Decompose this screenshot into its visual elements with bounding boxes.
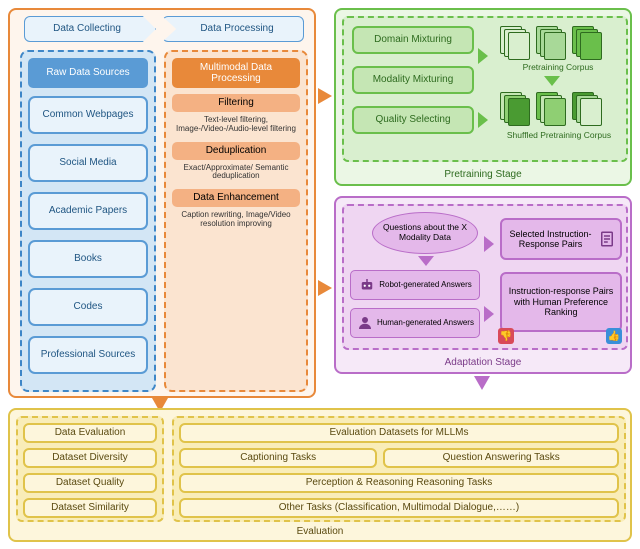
arrow-icon: [484, 236, 494, 252]
source-codes: Codes: [28, 288, 148, 326]
eval-captioning: Captioning Tasks: [179, 448, 377, 468]
quality-selecting: Quality Selecting: [352, 106, 474, 134]
arrow-icon: [544, 76, 560, 86]
raw-sources-header: Raw Data Sources: [28, 58, 148, 88]
eval-perception: Perception & Reasoning Reasoning Tasks: [179, 473, 619, 493]
evaluation-panel: Data Evaluation Dataset Diversity Datase…: [8, 408, 632, 542]
raw-sources-panel: Raw Data Sources Common Webpages Social …: [20, 50, 156, 392]
adaptation-label: Adaptation Stage: [336, 357, 630, 368]
domain-mixturing: Domain Mixturing: [352, 26, 474, 54]
eval-mllm-header: Evaluation Datasets for MLLMs: [179, 423, 619, 443]
mm-filtering: Filtering: [172, 94, 300, 112]
corpus1-label: Pretraining Corpus: [508, 62, 608, 72]
source-social: Social Media: [28, 144, 148, 182]
arrow-icon: [484, 306, 494, 322]
arrow-icon: [478, 112, 488, 128]
human-answers: Human-generated Answers: [350, 308, 480, 338]
source-professional: Professional Sources: [28, 336, 148, 374]
adaptation-inner: Questions about the X Modality Data Robo…: [342, 204, 628, 350]
mm-dedup-desc: Exact/Approximate/ Semantic deduplicatio…: [172, 162, 300, 190]
data-pipeline-panel: Data Collecting Data Processing Raw Data…: [8, 8, 316, 398]
robot-icon: [358, 276, 376, 294]
source-papers: Academic Papers: [28, 192, 148, 230]
pretraining-label: Pretraining Stage: [336, 169, 630, 180]
flow-collecting: Data Collecting: [24, 16, 156, 42]
robot-answers: Robot-generated Answers: [350, 270, 480, 300]
document-icon: [598, 230, 616, 248]
question-bubble: Questions about the X Modality Data: [372, 212, 478, 254]
eval-qa: Question Answering Tasks: [383, 448, 619, 468]
arrow-icon: [478, 48, 488, 64]
mm-enhance: Data Enhancement: [172, 189, 300, 207]
eval-right: Evaluation Datasets for MLLMs Captioning…: [172, 416, 626, 522]
eval-left: Data Evaluation Dataset Diversity Datase…: [16, 416, 164, 522]
modality-mixturing: Modality Mixturing: [352, 66, 474, 94]
pretraining-stage: Domain Mixturing Modality Mixturing Qual…: [334, 8, 632, 186]
preference-pairs: Instruction-response Pairs with Human Pr…: [500, 272, 622, 332]
arrow-icon: [474, 376, 490, 390]
source-webpages: Common Webpages: [28, 96, 148, 134]
eval-data: Data Evaluation: [23, 423, 157, 443]
arrow-icon: [418, 256, 434, 266]
mm-dedup: Deduplication: [172, 142, 300, 160]
thumbs-down-icon: 👎: [498, 328, 514, 344]
brain-icon: [356, 314, 374, 332]
mm-enhance-desc: Caption rewriting, Image/Video resolutio…: [172, 209, 300, 237]
corpus2-label: Shuffled Pretraining Corpus: [494, 130, 624, 140]
selected-pairs: Selected Instruction-Response Pairs: [500, 218, 622, 260]
thumbs-up-icon: 👍: [606, 328, 622, 344]
eval-diversity: Dataset Diversity: [23, 448, 157, 468]
flow-processing: Data Processing: [162, 16, 304, 42]
selected-pairs-label: Selected Instruction-Response Pairs: [506, 229, 595, 250]
eval-quality: Dataset Quality: [23, 473, 157, 493]
mm-filtering-desc: Text-level filtering, Image-/Video-/Audi…: [172, 114, 300, 142]
mm-processing-header: Multimodal Data Processing: [172, 58, 300, 88]
human-label: Human-generated Answers: [377, 318, 474, 327]
evaluation-label: Evaluation: [10, 526, 630, 537]
robot-label: Robot-generated Answers: [379, 280, 472, 289]
eval-other: Other Tasks (Classification, Multimodal …: [179, 498, 619, 518]
eval-similarity: Dataset Similarity: [23, 498, 157, 518]
mm-processing-panel: Multimodal Data Processing Filtering Tex…: [164, 50, 308, 392]
arrow-icon: [318, 88, 332, 104]
adaptation-stage: Questions about the X Modality Data Robo…: [334, 196, 632, 374]
pretraining-inner: Domain Mixturing Modality Mixturing Qual…: [342, 16, 628, 162]
source-books: Books: [28, 240, 148, 278]
arrow-icon: [318, 280, 332, 296]
